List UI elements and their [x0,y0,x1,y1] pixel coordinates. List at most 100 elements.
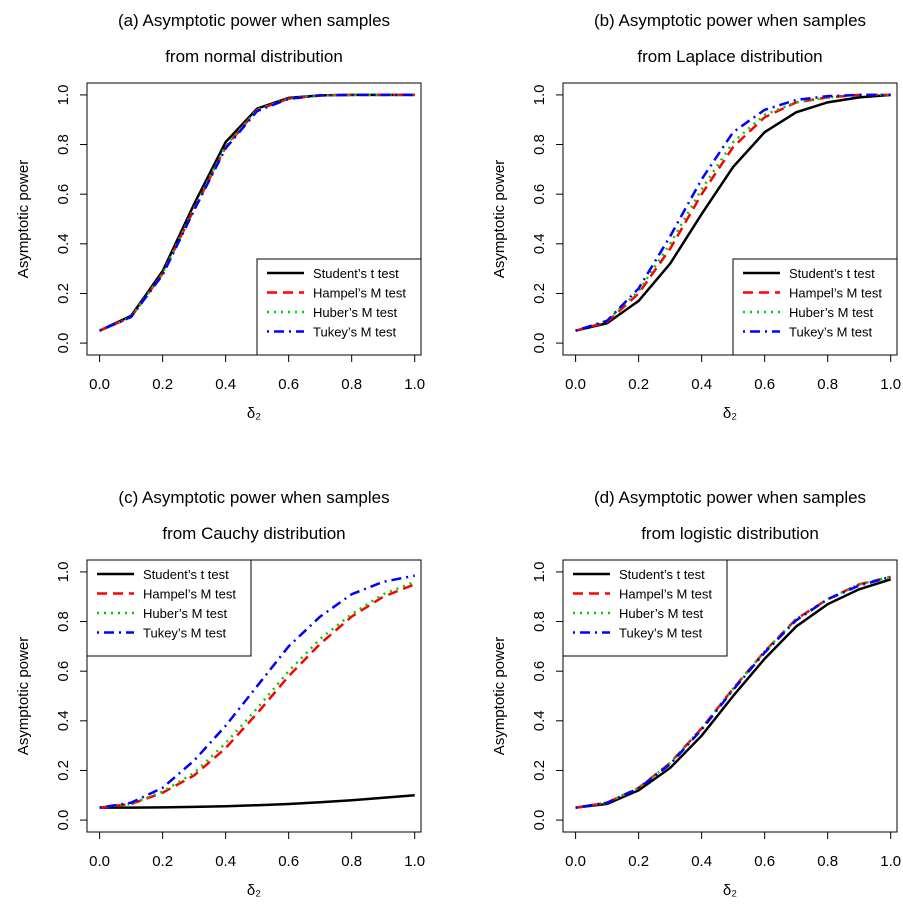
y-axis-label: Asymptotic power [491,160,508,278]
y-tick-label: 0.2 [55,760,72,781]
x-tick-label: 0.8 [817,376,838,393]
y-tick-label: 0.0 [531,333,548,354]
x-tick-label: 0.4 [691,376,712,393]
y-tick-label: 0.6 [531,661,548,682]
legend-label: Huber’s M test [789,305,873,320]
x-axis-label: δ₂ [247,882,261,899]
panel: (b) Asymptotic power when samples from La… [491,11,901,422]
legend-label: Huber’s M test [313,305,397,320]
x-tick-label: 1.0 [404,853,425,870]
legend-label: Hampel’s M test [789,286,882,301]
y-tick-label: 0.0 [55,333,72,354]
y-tick-label: 0.6 [55,661,72,682]
series-line [575,93,891,332]
y-axis-label: Asymptotic power [15,637,32,755]
y-tick-label: 0.6 [531,184,548,205]
y-tick-label: 0.0 [531,810,548,831]
x-tick-label: 0.2 [628,376,649,393]
y-axis-label: Asymptotic power [15,160,32,278]
series-line [99,583,416,809]
legend-box [86,559,252,657]
series-line [575,575,892,809]
series-line [575,578,892,809]
x-tick-label: 1.0 [880,853,901,870]
legend-label: Student’s t test [789,266,875,281]
x-tick-label: 0.2 [628,853,649,870]
plot-frame [562,82,898,356]
y-tick-label: 0.2 [55,283,72,304]
chart-title: from normal distribution [165,47,343,66]
y-tick-label: 0.6 [55,184,72,205]
y-tick-label: 0.4 [55,233,72,254]
chart-title: from Laplace distribution [637,47,822,66]
series-line [99,93,415,332]
legend-label: Student’s t test [619,567,705,582]
y-tick-label: 0.4 [55,710,72,731]
legend-label: Huber’s M test [143,606,227,621]
series-line [575,575,891,809]
x-axis-label: δ₂ [247,405,261,422]
chart-title: (c) Asymptotic power when samples [118,488,389,507]
series-line [99,794,415,809]
legend-label: Tukey’s M test [143,626,226,641]
plot-frame [86,82,422,356]
y-tick-label: 1.0 [531,561,548,582]
y-tick-label: 1.0 [55,561,72,582]
legend-label: Huber’s M test [619,606,703,621]
x-tick-label: 0.0 [89,376,110,393]
y-tick-label: 0.8 [55,134,72,155]
y-tick-label: 1.0 [531,84,548,105]
x-tick-label: 0.6 [754,376,775,393]
plot-frame [86,559,422,833]
legend-label: Student’s t test [313,266,399,281]
series-line [575,93,891,332]
legend-label: Hampel’s M test [619,587,712,602]
y-axis-label: Asymptotic power [491,637,508,755]
series-line [575,93,891,332]
legend-box [256,258,422,356]
chart-title: from Cauchy distribution [162,524,345,543]
x-tick-label: 0.0 [89,853,110,870]
x-tick-label: 0.4 [691,853,712,870]
x-tick-label: 0.6 [754,853,775,870]
x-tick-label: 0.4 [215,376,236,393]
x-tick-label: 1.0 [880,376,901,393]
y-tick-label: 0.8 [531,611,548,632]
chart-title: (a) Asymptotic power when samples [118,11,390,30]
x-tick-label: 0.8 [341,853,362,870]
legend-label: Hampel’s M test [313,286,406,301]
legend-label: Tukey’s M test [313,325,396,340]
legend-label: Hampel’s M test [143,587,236,602]
x-axis-label: δ₂ [723,882,737,899]
legend-label: Tukey’s M test [619,626,702,641]
legend-label: Student’s t test [143,567,229,582]
x-tick-label: 0.6 [278,853,299,870]
x-tick-label: 0.8 [341,376,362,393]
x-tick-label: 0.2 [152,376,173,393]
y-tick-label: 0.0 [55,810,72,831]
panel: (d) Asymptotic power when samples from lo… [491,488,901,899]
x-tick-label: 1.0 [404,376,425,393]
panel: (c) Asymptotic power when samples from Ca… [15,488,425,899]
y-tick-label: 0.8 [531,134,548,155]
legend-label: Tukey’s M test [789,325,872,340]
y-tick-label: 0.2 [531,283,548,304]
plot-frame [562,559,898,833]
x-tick-label: 0.2 [152,853,173,870]
chart-title: (d) Asymptotic power when samples [594,488,866,507]
legend-box [732,258,898,356]
y-tick-label: 0.2 [531,760,548,781]
x-tick-label: 0.6 [278,376,299,393]
panel: (a) Asymptotic power when samples from no… [15,11,425,422]
y-tick-label: 0.4 [531,710,548,731]
y-tick-label: 1.0 [55,84,72,105]
x-axis-label: δ₂ [723,405,737,422]
x-tick-label: 0.0 [565,853,586,870]
x-tick-label: 0.8 [817,853,838,870]
series-line [99,574,415,809]
y-tick-label: 0.8 [55,611,72,632]
legend-box [562,559,728,657]
chart-title: from logistic distribution [641,524,819,543]
x-tick-label: 0.4 [215,853,236,870]
